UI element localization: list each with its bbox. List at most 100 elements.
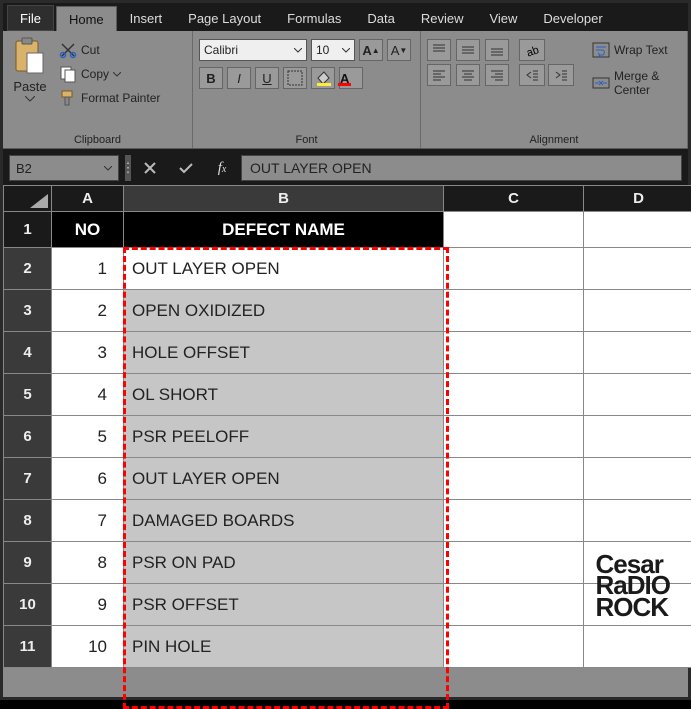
cell-a4[interactable]: 3 xyxy=(52,332,124,374)
tab-view[interactable]: View xyxy=(476,5,530,31)
merge-center-button[interactable]: Merge & Center xyxy=(588,67,681,99)
cell-d9[interactable] xyxy=(584,542,691,584)
cell-d1[interactable] xyxy=(584,212,691,248)
cell-c1[interactable] xyxy=(444,212,584,248)
cell-d6[interactable] xyxy=(584,416,691,458)
cell-a9[interactable]: 8 xyxy=(52,542,124,584)
orientation-button[interactable]: ab xyxy=(519,39,545,61)
cell-a5[interactable]: 4 xyxy=(52,374,124,416)
cell-d11[interactable] xyxy=(584,626,691,668)
tab-data[interactable]: Data xyxy=(354,5,407,31)
name-box[interactable]: B2 xyxy=(9,155,119,181)
cell-c3[interactable] xyxy=(444,290,584,332)
tab-file[interactable]: File xyxy=(7,5,54,31)
cell-b11[interactable]: PIN HOLE xyxy=(124,626,444,668)
font-name-combo[interactable]: Calibri xyxy=(199,39,307,61)
cell-d5[interactable] xyxy=(584,374,691,416)
cell-b2[interactable]: OUT LAYER OPEN xyxy=(124,248,444,290)
wrap-text-button[interactable]: Wrap Text xyxy=(588,39,681,61)
cell-c5[interactable] xyxy=(444,374,584,416)
tab-developer[interactable]: Developer xyxy=(530,5,615,31)
font-color-button[interactable]: A xyxy=(339,67,363,89)
cell-b5[interactable]: OL SHORT xyxy=(124,374,444,416)
cell-b3[interactable]: OPEN OXIDIZED xyxy=(124,290,444,332)
cell-b9[interactable]: PSR ON PAD xyxy=(124,542,444,584)
cell-c11[interactable] xyxy=(444,626,584,668)
row-header-6[interactable]: 6 xyxy=(4,416,52,458)
cut-button[interactable]: Cut xyxy=(55,39,164,61)
cell-a7[interactable]: 6 xyxy=(52,458,124,500)
cell-a8[interactable]: 7 xyxy=(52,500,124,542)
col-header-d[interactable]: D xyxy=(584,186,691,212)
cell-b6[interactable]: PSR PEELOFF xyxy=(124,416,444,458)
align-center-button[interactable] xyxy=(456,64,480,86)
row-header-10[interactable]: 10 xyxy=(4,584,52,626)
sheet-grid[interactable]: A B C D 1 NO DEFECT NAME 2 1 OUT LAYER O… xyxy=(3,185,688,668)
copy-button[interactable]: Copy xyxy=(55,63,164,85)
formula-bar-input[interactable]: OUT LAYER OPEN xyxy=(241,155,682,181)
row-header-8[interactable]: 8 xyxy=(4,500,52,542)
row-header-3[interactable]: 3 xyxy=(4,290,52,332)
cell-a1[interactable]: NO xyxy=(52,212,124,248)
border-button[interactable] xyxy=(283,67,307,89)
cell-c10[interactable] xyxy=(444,584,584,626)
cell-b8[interactable]: DAMAGED BOARDS xyxy=(124,500,444,542)
align-right-button[interactable] xyxy=(485,64,509,86)
row-header-11[interactable]: 11 xyxy=(4,626,52,668)
cell-d3[interactable] xyxy=(584,290,691,332)
cell-c4[interactable] xyxy=(444,332,584,374)
row-header-1[interactable]: 1 xyxy=(4,212,52,248)
font-size-combo[interactable]: 10 xyxy=(311,39,355,61)
cell-c2[interactable] xyxy=(444,248,584,290)
cell-a11[interactable]: 10 xyxy=(52,626,124,668)
row-header-9[interactable]: 9 xyxy=(4,542,52,584)
cell-b4[interactable]: HOLE OFFSET xyxy=(124,332,444,374)
enter-formula-button[interactable] xyxy=(173,155,199,181)
cell-d4[interactable] xyxy=(584,332,691,374)
format-painter-button[interactable]: Format Painter xyxy=(55,87,164,109)
cell-a3[interactable]: 2 xyxy=(52,290,124,332)
decrease-indent-button[interactable] xyxy=(519,64,545,86)
cell-c9[interactable] xyxy=(444,542,584,584)
tab-formulas[interactable]: Formulas xyxy=(274,5,354,31)
col-header-b[interactable]: B xyxy=(124,186,444,212)
underline-button[interactable]: U xyxy=(255,67,279,89)
row-header-5[interactable]: 5 xyxy=(4,374,52,416)
paste-button[interactable]: Paste xyxy=(9,35,51,132)
cell-c6[interactable] xyxy=(444,416,584,458)
col-header-c[interactable]: C xyxy=(444,186,584,212)
cell-d8[interactable] xyxy=(584,500,691,542)
cell-c8[interactable] xyxy=(444,500,584,542)
fill-color-button[interactable] xyxy=(311,67,335,89)
decrease-font-button[interactable]: A▼ xyxy=(387,39,411,61)
tab-home[interactable]: Home xyxy=(56,6,117,31)
cell-b1[interactable]: DEFECT NAME xyxy=(124,212,444,248)
row-header-4[interactable]: 4 xyxy=(4,332,52,374)
select-all-corner[interactable] xyxy=(4,186,52,212)
bold-button[interactable]: B xyxy=(199,67,223,89)
align-middle-button[interactable] xyxy=(456,39,480,61)
row-header-2[interactable]: 2 xyxy=(4,248,52,290)
cell-b10[interactable]: PSR OFFSET xyxy=(124,584,444,626)
increase-indent-button[interactable] xyxy=(548,64,574,86)
cell-a2[interactable]: 1 xyxy=(52,248,124,290)
cell-c7[interactable] xyxy=(444,458,584,500)
cell-d2[interactable] xyxy=(584,248,691,290)
col-header-a[interactable]: A xyxy=(52,186,124,212)
tab-page-layout[interactable]: Page Layout xyxy=(175,5,274,31)
align-left-button[interactable] xyxy=(427,64,451,86)
cell-a10[interactable]: 9 xyxy=(52,584,124,626)
tab-insert[interactable]: Insert xyxy=(117,5,176,31)
increase-font-button[interactable]: A▲ xyxy=(359,39,383,61)
align-top-button[interactable] xyxy=(427,39,451,61)
tab-review[interactable]: Review xyxy=(408,5,477,31)
align-bottom-button[interactable] xyxy=(485,39,509,61)
insert-function-button[interactable]: fx xyxy=(209,155,235,181)
row-header-7[interactable]: 7 xyxy=(4,458,52,500)
italic-button[interactable]: I xyxy=(227,67,251,89)
cell-b7[interactable]: OUT LAYER OPEN xyxy=(124,458,444,500)
cell-d7[interactable] xyxy=(584,458,691,500)
cell-a6[interactable]: 5 xyxy=(52,416,124,458)
cancel-formula-button[interactable] xyxy=(137,155,163,181)
cell-d10[interactable] xyxy=(584,584,691,626)
